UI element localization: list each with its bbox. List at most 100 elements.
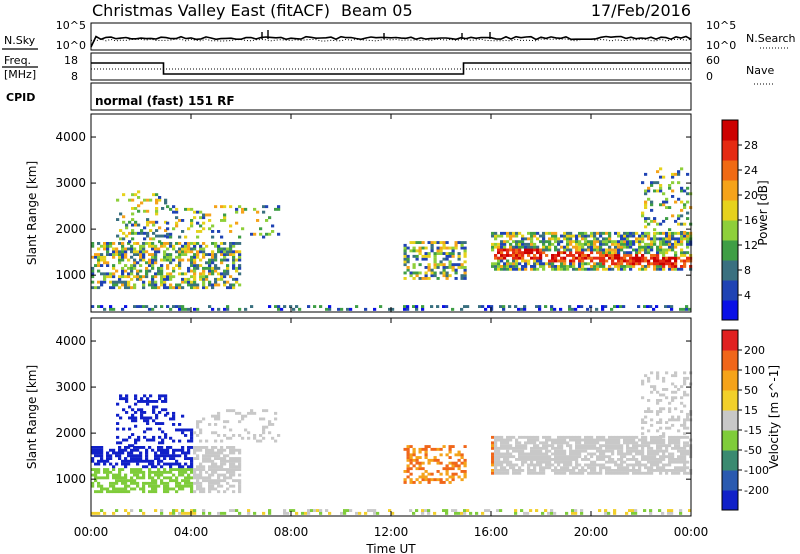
velocity-echo-cell bbox=[190, 457, 194, 460]
velocity-echo-cell bbox=[145, 457, 149, 460]
velocity-echo-cell bbox=[530, 460, 534, 464]
power-echo-cell bbox=[568, 305, 572, 308]
power-echo-cell bbox=[683, 265, 687, 268]
power-echo-cell bbox=[530, 256, 534, 260]
velocity-echo-cell bbox=[196, 425, 200, 429]
velocity-echo-cell bbox=[481, 511, 485, 515]
power-echo-cell bbox=[403, 257, 407, 261]
power-echo-cell bbox=[641, 240, 645, 244]
power-echo-cell bbox=[599, 245, 603, 249]
power-echo-cell bbox=[611, 242, 615, 246]
velocity-echo-cell bbox=[635, 441, 639, 445]
velocity-echo-cell bbox=[211, 470, 215, 474]
velocity-echo-cell bbox=[211, 448, 215, 452]
power-echo-cell bbox=[178, 283, 182, 287]
power-echo-cell bbox=[424, 274, 428, 278]
power-echo-cell bbox=[152, 231, 156, 235]
power-colorbar-tick-4: 20 bbox=[744, 189, 758, 202]
velocity-echo-cell bbox=[650, 463, 654, 467]
power-echo-cell bbox=[442, 266, 446, 269]
power-echo-cell bbox=[388, 307, 392, 311]
velocity-echo-cell bbox=[220, 479, 224, 483]
power-echo-cell bbox=[578, 240, 582, 244]
velocity-echo-cell bbox=[158, 435, 162, 439]
velocity-echo-cell bbox=[445, 470, 449, 473]
power-echo-cell bbox=[151, 253, 155, 256]
velocity-echo-cell bbox=[641, 446, 645, 450]
power-echo-cell bbox=[668, 184, 672, 187]
power-echo-cell bbox=[515, 242, 519, 246]
velocity-echo-cell bbox=[208, 457, 212, 460]
velocity-echo-cell bbox=[118, 468, 122, 471]
velocity-echo-cell bbox=[596, 455, 600, 459]
power-echo-cell bbox=[617, 248, 621, 252]
power-echo-cell bbox=[190, 250, 194, 254]
velocity-echo-cell bbox=[164, 408, 168, 412]
velocity-echo-cell bbox=[151, 481, 155, 485]
power-echo-cell bbox=[220, 250, 224, 254]
power-echo-cell bbox=[533, 259, 537, 263]
power-echo-cell bbox=[154, 272, 158, 276]
velocity-colorbar-swatch bbox=[722, 470, 738, 491]
velocity-echo-cell bbox=[563, 471, 567, 475]
power-echo-cell bbox=[557, 251, 561, 255]
velocity-echo-cell bbox=[415, 461, 419, 465]
power-echo-cell bbox=[421, 254, 425, 258]
velocity-echo-cell bbox=[187, 448, 191, 452]
velocity-echo-cell bbox=[677, 429, 681, 433]
power-echo-cell bbox=[611, 251, 615, 255]
power-echo-cell bbox=[205, 261, 209, 265]
velocity-echo-cell bbox=[376, 511, 380, 515]
velocity-echo-cell bbox=[533, 466, 537, 470]
velocity-echo-cell bbox=[149, 427, 153, 431]
power-echo-cell bbox=[653, 242, 657, 246]
velocity-echo-cell bbox=[650, 423, 654, 427]
velocity-echo-cell bbox=[238, 457, 242, 460]
power-echo-cell bbox=[584, 231, 588, 235]
power-echo-cell bbox=[608, 248, 612, 252]
power-echo-cell bbox=[161, 207, 165, 210]
velocity-echo-cell bbox=[136, 484, 140, 488]
velocity-echo-cell bbox=[160, 509, 164, 512]
velocity-echo-cell bbox=[599, 449, 603, 453]
velocity-echo-cell bbox=[226, 454, 230, 458]
velocity-echo-cell bbox=[469, 511, 473, 515]
velocity-echo-cell bbox=[686, 412, 690, 416]
power-echo-cell bbox=[187, 242, 191, 245]
power-echo-cell bbox=[530, 251, 534, 255]
velocity-echo-cell bbox=[494, 452, 498, 456]
power-echo-cell bbox=[614, 262, 618, 266]
freq-tick-top: 18 bbox=[64, 54, 78, 67]
velocity-echo-cell bbox=[617, 444, 621, 448]
velocity-echo-cell bbox=[560, 466, 564, 470]
velocity-echo-cell bbox=[545, 449, 549, 453]
velocity-echo-cell bbox=[563, 466, 567, 470]
power-echo-cell bbox=[677, 217, 681, 220]
power-echo-cell bbox=[671, 245, 675, 249]
velocity-echo-cell bbox=[602, 435, 606, 439]
power-echo-cell bbox=[232, 250, 236, 254]
power-echo-cell bbox=[289, 305, 293, 308]
power-echo-cell bbox=[139, 275, 143, 279]
velocity-echo-cell bbox=[536, 460, 540, 464]
power-echo-cell bbox=[620, 262, 624, 266]
power-echo-cell bbox=[151, 255, 155, 259]
power-echo-cell bbox=[503, 231, 507, 235]
velocity-echo-cell bbox=[497, 460, 501, 464]
velocity-echo-cell bbox=[518, 471, 522, 475]
power-echo-cell bbox=[127, 266, 131, 270]
power-echo-cell bbox=[671, 172, 675, 176]
velocity-echo-cell bbox=[497, 438, 501, 442]
velocity-echo-cell bbox=[644, 471, 648, 475]
power-echo-cell bbox=[530, 242, 534, 246]
power-colorbar-swatch bbox=[722, 160, 738, 181]
velocity-echo-cell bbox=[575, 441, 579, 445]
velocity-echo-cell bbox=[143, 416, 147, 420]
velocity-echo-cell bbox=[118, 473, 122, 477]
power-colorbar-tick-3: 16 bbox=[744, 214, 758, 227]
velocity-echo-cell bbox=[217, 411, 221, 415]
power-echo-cell bbox=[121, 258, 125, 262]
velocity-echo-cell bbox=[632, 455, 636, 459]
velocity-colorbar-tick-5: -50 bbox=[744, 444, 762, 457]
power-echo-cell bbox=[151, 244, 155, 248]
